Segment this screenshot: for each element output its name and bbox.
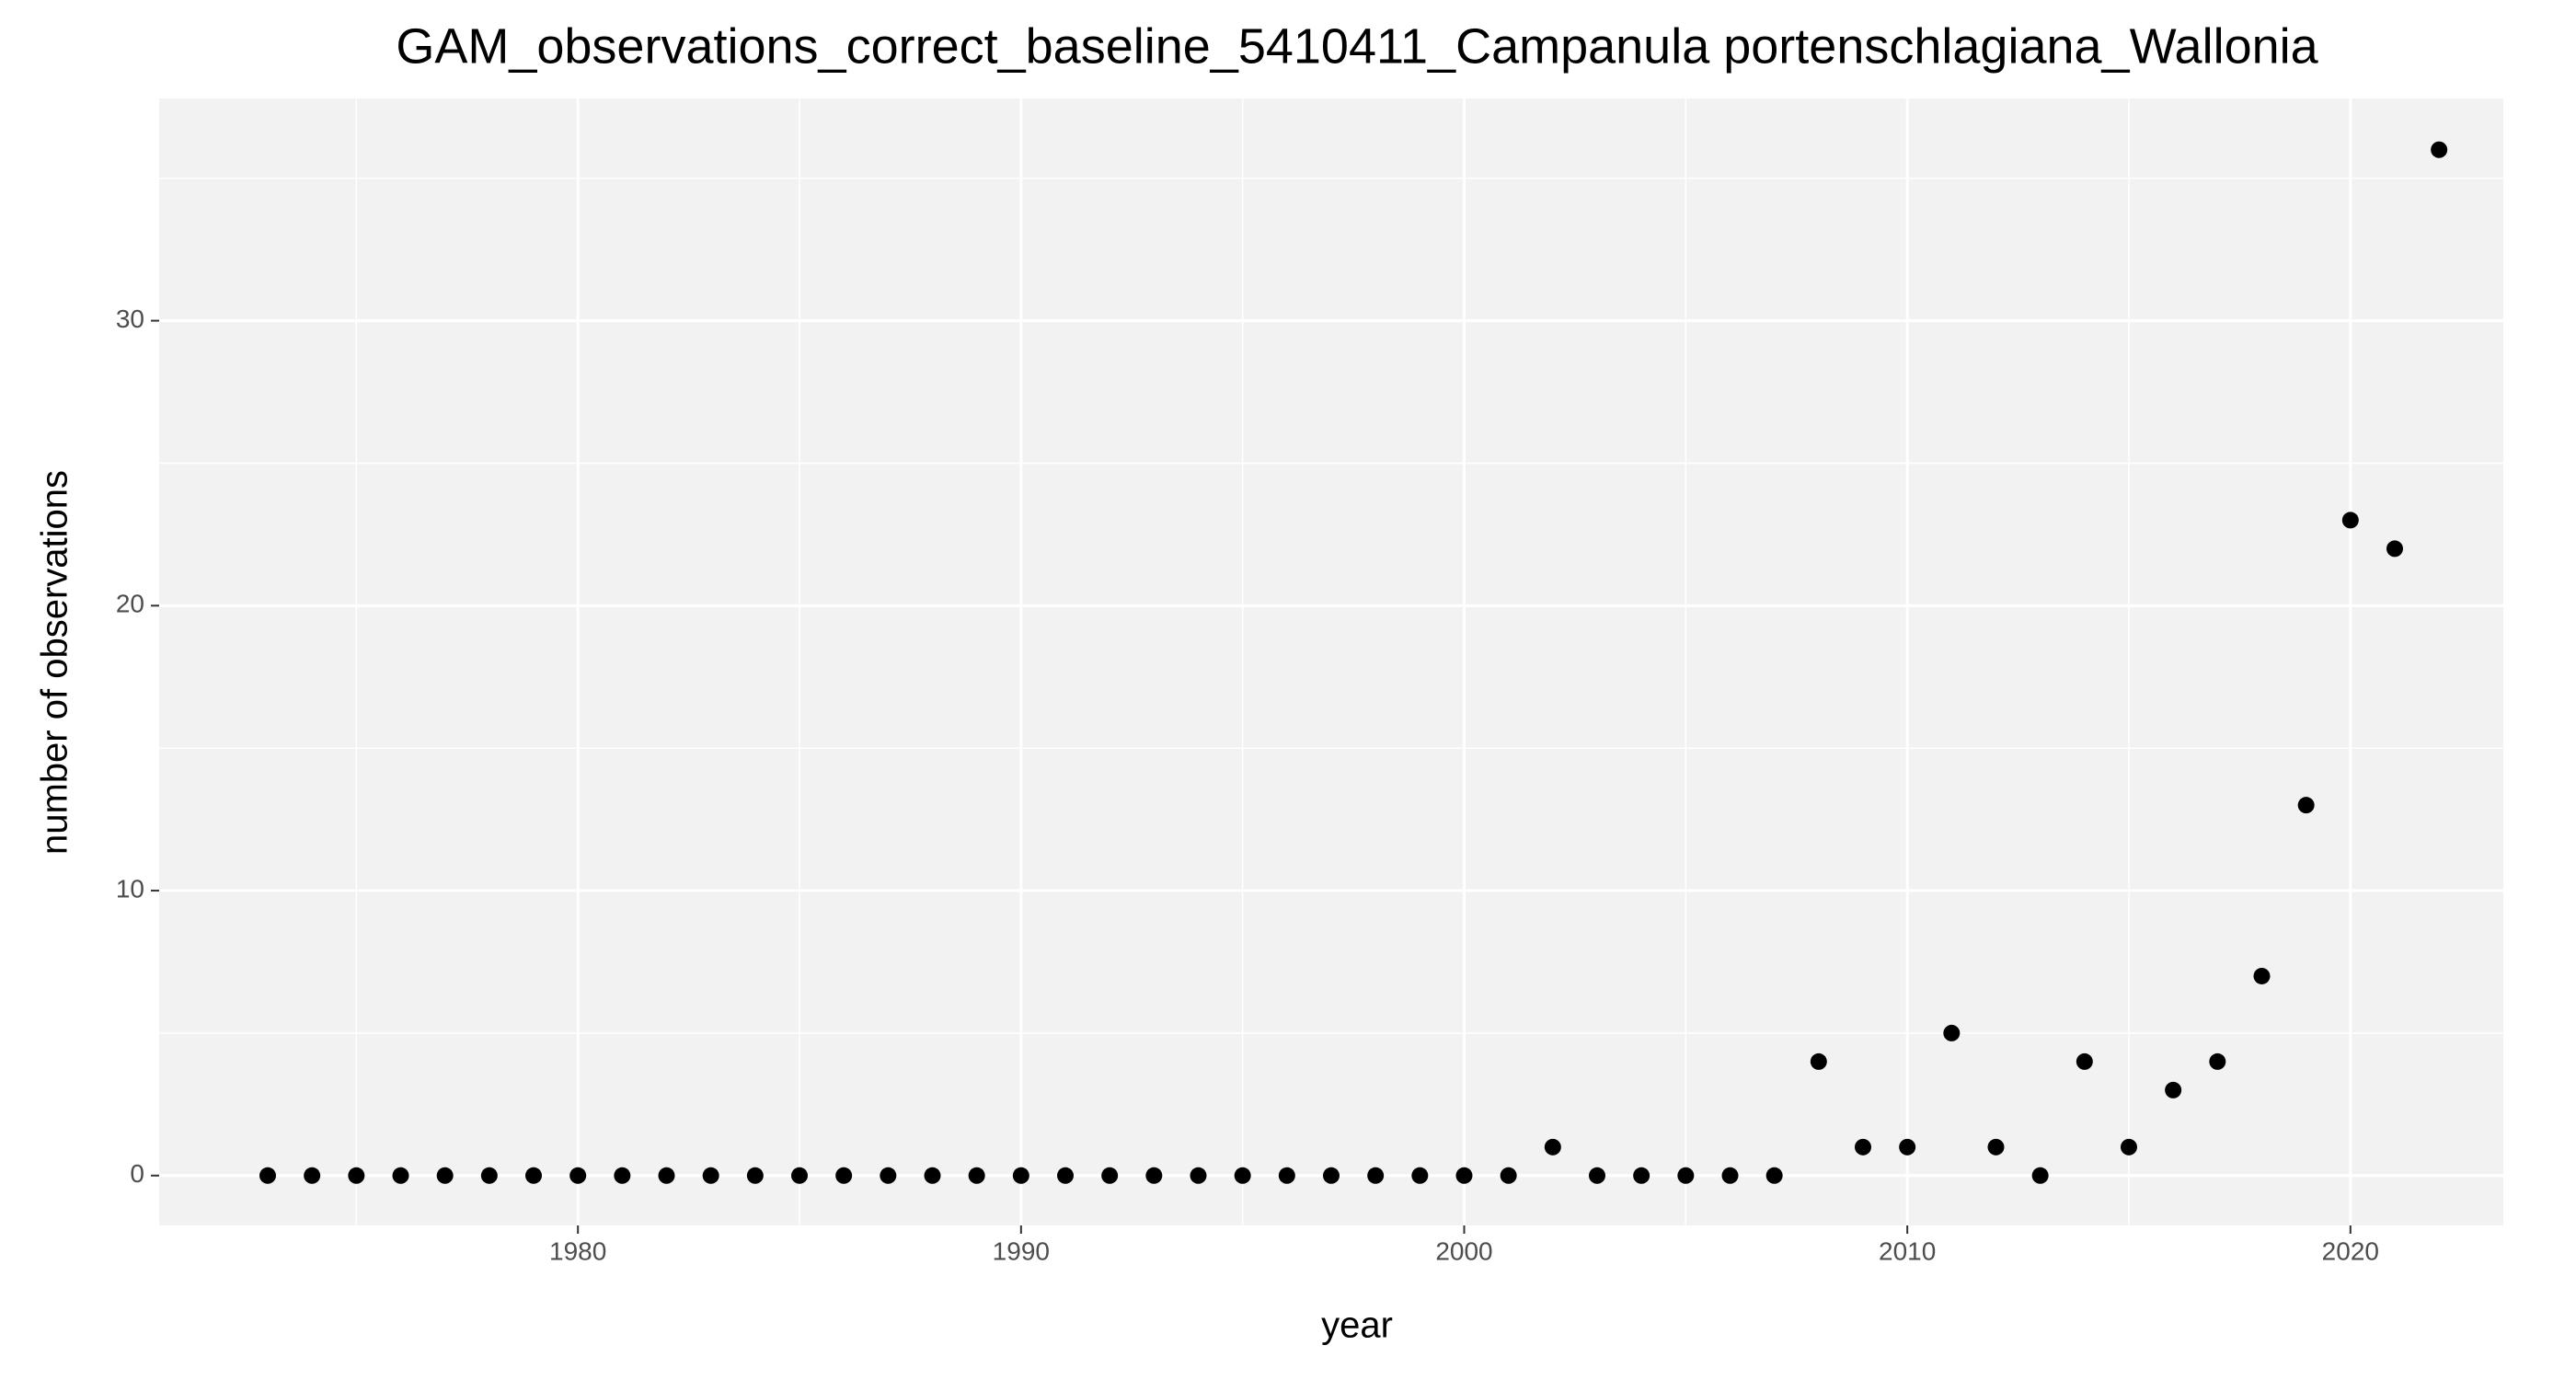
point	[2297, 797, 2315, 814]
point	[1411, 1167, 1429, 1184]
chart-title: GAM_observations_correct_baseline_541041…	[396, 18, 2318, 74]
point	[968, 1167, 985, 1184]
point	[1588, 1167, 1605, 1184]
x-tick-label: 1990	[993, 1236, 1050, 1265]
panel	[159, 98, 2503, 1225]
point	[436, 1167, 454, 1184]
point	[2120, 1138, 2137, 1156]
point	[2076, 1052, 2093, 1070]
y-tick-label: 20	[116, 590, 144, 618]
x-tick-label: 1980	[549, 1236, 606, 1265]
point	[1987, 1138, 2005, 1156]
point	[1899, 1138, 1916, 1156]
y-tick-label: 30	[116, 305, 144, 333]
x-axis-title: year	[1321, 1305, 1393, 1346]
point	[569, 1167, 587, 1184]
point	[2165, 1081, 2182, 1098]
x-tick-label: 2010	[1879, 1236, 1936, 1265]
point	[746, 1167, 764, 1184]
point	[480, 1167, 498, 1184]
point	[259, 1167, 277, 1184]
y-tick-label: 0	[130, 1159, 144, 1188]
point	[1190, 1167, 1207, 1184]
point	[304, 1167, 321, 1184]
point	[1234, 1167, 1251, 1184]
point	[1323, 1167, 1340, 1184]
y-axis-title: number of observations	[35, 470, 75, 855]
point	[1721, 1167, 1739, 1184]
point	[835, 1167, 853, 1184]
point	[1278, 1167, 1295, 1184]
point	[1810, 1052, 1827, 1070]
point	[880, 1167, 897, 1184]
point	[1012, 1167, 1029, 1184]
point	[1943, 1024, 1961, 1041]
point	[1057, 1167, 1075, 1184]
point	[1765, 1167, 1783, 1184]
point	[1367, 1167, 1385, 1184]
point	[658, 1167, 675, 1184]
point	[348, 1167, 365, 1184]
point	[791, 1167, 809, 1184]
point	[2431, 141, 2448, 158]
x-tick-label: 2000	[1435, 1236, 1492, 1265]
point	[1101, 1167, 1119, 1184]
point	[392, 1167, 409, 1184]
point	[1145, 1167, 1163, 1184]
point	[924, 1167, 941, 1184]
point	[2209, 1052, 2226, 1070]
point	[1633, 1167, 1650, 1184]
point	[1677, 1167, 1695, 1184]
point	[2386, 540, 2403, 558]
point	[1455, 1167, 1473, 1184]
point	[2031, 1167, 2049, 1184]
x-tick-label: 2020	[2322, 1236, 2379, 1265]
point	[2253, 967, 2271, 984]
point	[525, 1167, 543, 1184]
point	[1854, 1138, 1871, 1156]
point	[702, 1167, 719, 1184]
point	[1544, 1138, 1561, 1156]
y-tick-label: 10	[116, 874, 144, 903]
point	[614, 1167, 631, 1184]
point	[1500, 1167, 1517, 1184]
point	[2341, 512, 2359, 529]
